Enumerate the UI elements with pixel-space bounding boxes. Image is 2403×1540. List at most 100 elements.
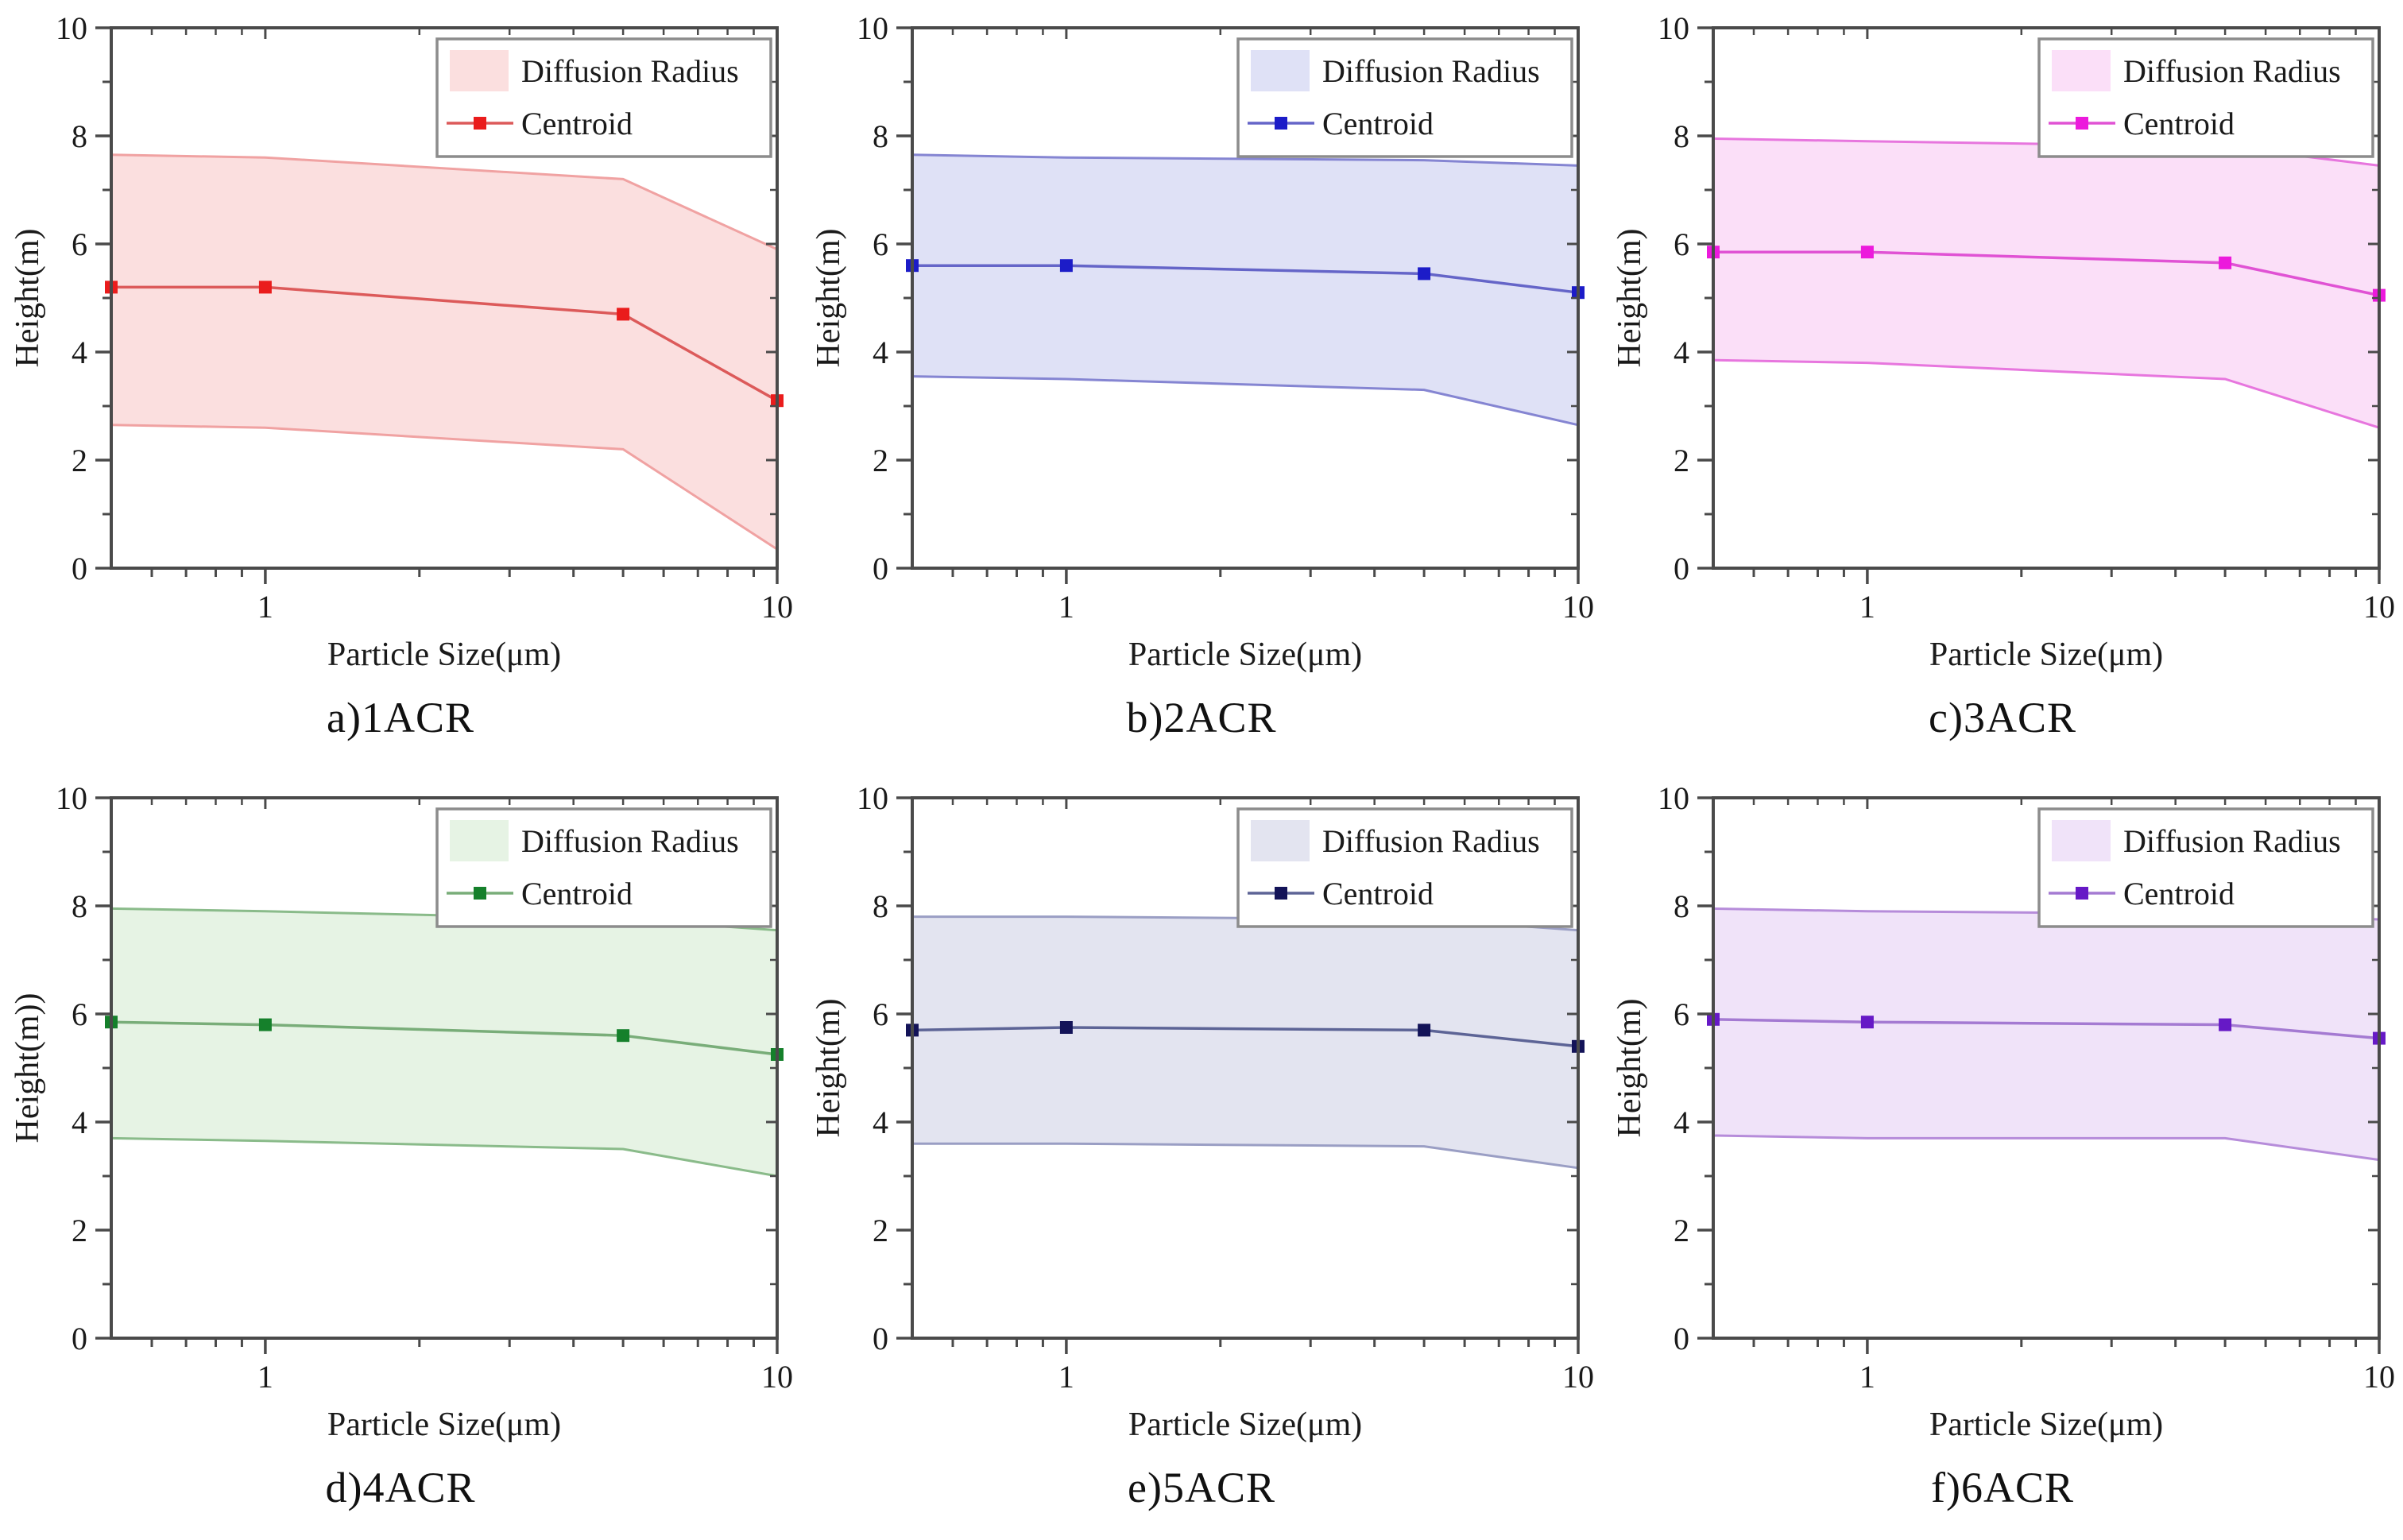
legend-label-diffusion-radius: Diffusion Radius (521, 53, 739, 89)
band-edge-lower (110, 424, 778, 551)
x-axis-label: Particle Size(μm) (327, 637, 561, 673)
legend-label-diffusion-radius: Diffusion Radius (2123, 823, 2341, 859)
y-tick-label: 2 (72, 1213, 87, 1248)
legend-label-centroid: Centroid (1322, 876, 1434, 911)
y-tick-label: 4 (1674, 1105, 1689, 1140)
legend-label-centroid: Centroid (521, 876, 633, 911)
diffusion-band (1713, 138, 2379, 428)
y-axis-label: Height(m) (811, 229, 847, 368)
band-edge-lower (1712, 1134, 2380, 1162)
x-axis-label: Particle Size(μm) (1128, 637, 1362, 673)
chart-canvas-e: 1 10 0 2 4 6 8 10 Particle Size(μm) Height(m) Diff… (811, 780, 1594, 1443)
centroid-marker (1059, 259, 1073, 273)
band-edge-upper (110, 153, 778, 251)
centroid-line (110, 1020, 778, 1056)
x-tick-label: 10 (761, 1359, 793, 1395)
centroid-marker (1860, 1016, 1874, 1029)
y-tick-label: 8 (873, 118, 888, 154)
panel-a: 1 10 0 2 4 6 8 10 Particle Size(μm) Height(m) Diff… (0, 0, 801, 770)
band-edge-lower (1712, 358, 2380, 429)
y-tick-label: 2 (1674, 1213, 1689, 1248)
centroid-line (1713, 250, 2380, 297)
x-tick-label: 10 (1562, 589, 1594, 625)
y-tick-label: 4 (873, 335, 888, 370)
panel-b: 1 10 0 2 4 6 8 10 Particle Size(μm) Height(m) Diff… (801, 0, 1602, 770)
x-axis-label: Particle Size(μm) (1128, 1407, 1362, 1443)
y-tick-label: 6 (72, 996, 87, 1032)
y-tick-label: 2 (873, 1213, 888, 1248)
centroid-marker (1418, 267, 1431, 281)
legend-centroid-marker (2076, 117, 2088, 130)
centroid-line (1712, 1018, 2380, 1040)
panel-caption-b: b)2ACR (1126, 694, 1277, 741)
x-tick-label: 1 (1859, 1359, 1875, 1395)
y-tick-label: 0 (873, 1321, 888, 1356)
legend-label-diffusion-radius: Diffusion Radius (2123, 53, 2341, 89)
legend-swatch-diffusion-radius (2052, 820, 2111, 861)
y-tick-label: 4 (873, 1105, 888, 1140)
panel-caption-d: d)4ACR (325, 1464, 476, 1511)
x-tick-label: 1 (1058, 1359, 1074, 1395)
diffusion-band (1713, 908, 2379, 1160)
x-tick-label: 1 (257, 589, 273, 625)
legend-centroid-marker (1275, 887, 1287, 900)
y-tick-label: 10 (1658, 10, 1689, 46)
y-tick-label: 4 (1674, 335, 1689, 370)
x-tick-label: 1 (257, 1359, 273, 1395)
x-axis-label: Particle Size(μm) (327, 1407, 561, 1443)
centroid-line (911, 1026, 1579, 1048)
y-tick-label: 8 (1674, 888, 1689, 924)
x-tick-label: 10 (761, 589, 793, 625)
y-tick-label: 10 (857, 780, 888, 816)
legend: Diffusion Radius Centroid (435, 807, 772, 928)
panel-caption-c: c)3ACR (1929, 694, 2076, 741)
legend-label-centroid: Centroid (2123, 106, 2235, 141)
y-tick-label: 10 (56, 780, 87, 816)
y-tick-label: 6 (72, 226, 87, 262)
band-edge-upper (911, 153, 1579, 167)
centroid-marker (258, 281, 272, 294)
y-tick-label: 2 (72, 443, 87, 478)
chart-canvas-d: 1 10 0 2 4 6 8 10 Particle Size(μm) Height(m)) Dif… (10, 780, 793, 1443)
legend-centroid-marker (474, 887, 486, 900)
diffusion-band (111, 154, 777, 550)
y-tick-label: 6 (873, 226, 888, 262)
chart-canvas-a: 1 10 0 2 4 6 8 10 Particle Size(μm) Height(m) Diff… (10, 10, 793, 673)
legend-label-diffusion-radius: Diffusion Radius (1322, 823, 1540, 859)
centroid-marker (2219, 1018, 2232, 1031)
y-tick-label: 0 (873, 551, 888, 586)
y-tick-label: 4 (72, 335, 87, 370)
legend-label-centroid: Centroid (2123, 876, 2235, 911)
y-tick-label: 4 (72, 1105, 87, 1140)
centroid-line (111, 285, 778, 402)
y-tick-label: 2 (873, 443, 888, 478)
panel-f: 1 10 0 2 4 6 8 10 Particle Size(μm) Height(m) Diff… (1602, 770, 2403, 1540)
y-axis-label: Height(m) (811, 999, 847, 1138)
y-tick-label: 0 (1674, 551, 1689, 586)
legend: Diffusion Radius Centroid (1236, 807, 1573, 928)
x-axis-label: Particle Size(μm) (1929, 637, 2163, 673)
legend: Diffusion Radius Centroid (2037, 37, 2374, 158)
y-tick-label: 6 (873, 996, 888, 1032)
legend-swatch-diffusion-radius (450, 50, 509, 91)
x-tick-label: 1 (1859, 589, 1875, 625)
y-tick-label: 10 (857, 10, 888, 46)
panel-c: 1 10 0 2 4 6 8 10 Particle Size(μm) Height(m) Diff… (1602, 0, 2403, 770)
legend-swatch-diffusion-radius (1251, 820, 1310, 861)
x-axis-label: Particle Size(μm) (1929, 1407, 2163, 1443)
panel-caption-a: a)1ACR (327, 694, 474, 741)
panel-d: 1 10 0 2 4 6 8 10 Particle Size(μm) Height(m)) Dif… (0, 770, 801, 1540)
centroid-marker (1418, 1023, 1431, 1037)
diffusion-band (912, 154, 1578, 425)
y-tick-label: 8 (1674, 118, 1689, 154)
centroid-line (912, 264, 1579, 294)
diffusion-band (111, 908, 777, 1176)
y-tick-label: 10 (56, 10, 87, 46)
y-tick-label: 10 (1658, 780, 1689, 816)
panel-caption-e: e)5ACR (1128, 1464, 1275, 1511)
y-tick-label: 8 (72, 118, 87, 154)
chart-canvas-f: 1 10 0 2 4 6 8 10 Particle Size(μm) Height(m) Diff… (1612, 780, 2395, 1443)
centroid-marker (1059, 1021, 1073, 1034)
y-axis-label: Height(m) (10, 229, 46, 368)
